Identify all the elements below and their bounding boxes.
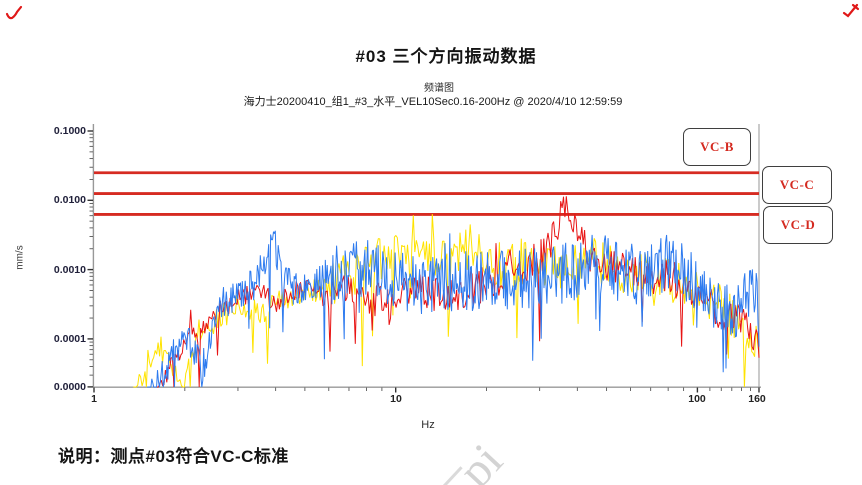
vc-c-label: VC-C xyxy=(779,177,815,192)
x-tick-label: 10 xyxy=(390,393,402,405)
x-tick-label: 1 xyxy=(91,393,97,405)
vc-d-label: VC-D xyxy=(780,217,816,232)
y-tick-label: 0.0000 xyxy=(53,381,86,393)
vc-c-label-box: VC-C xyxy=(762,166,832,204)
chart-type-label: 频谱图 xyxy=(424,83,454,94)
vc-d-label-box: VC-D xyxy=(763,206,833,244)
red-pen-mark-top-right xyxy=(842,3,860,18)
conclusion-note: 说明：测点#03符合VC-C标准 xyxy=(58,447,289,466)
x-tick-label: 160 xyxy=(748,393,766,405)
x-axis-title: Hz xyxy=(421,419,435,431)
vc-b-label: VC-B xyxy=(700,139,734,154)
series-direction-3-blue xyxy=(147,230,760,388)
y-tick-label: 0.1000 xyxy=(53,125,86,137)
y-tick-label: 0.0001 xyxy=(53,333,86,345)
x-tick-label: 100 xyxy=(688,393,706,405)
y-tick-label: 0.0100 xyxy=(53,194,86,206)
red-pen-mark-top-left xyxy=(5,5,23,20)
y-axis-title: mm/s xyxy=(14,245,26,270)
measurement-info-line: 海力士20200410_组1_#3_水平_VEL10Sec0.16-200Hz … xyxy=(243,96,623,108)
page-title: #03 三个方向振动数据 xyxy=(355,47,537,66)
series-direction-2-red xyxy=(155,196,760,388)
y-tick-label: 0.0010 xyxy=(53,264,86,276)
vc-b-label-box: VC-B xyxy=(683,128,751,166)
